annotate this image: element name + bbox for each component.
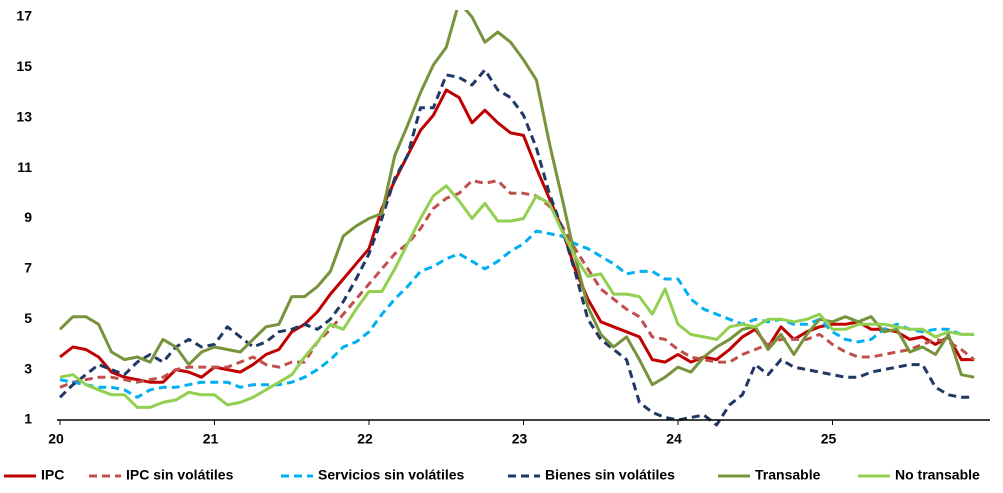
legend-label: Servicios sin volátiles — [318, 467, 465, 483]
legend-label: No transable — [895, 467, 980, 483]
series-line — [58, 68, 975, 427]
x-tick-label: 23 — [512, 431, 528, 447]
series-line — [59, 184, 975, 409]
series-line — [59, 229, 975, 399]
legend-label: Bienes sin volátiles — [545, 467, 675, 483]
y-tick-label: 3 — [24, 360, 32, 376]
x-tick-label: 25 — [821, 431, 837, 447]
y-tick-label: 7 — [24, 260, 32, 276]
series-line — [59, 88, 975, 384]
x-tick-label: 21 — [203, 431, 219, 447]
y-tick-label: 13 — [16, 108, 32, 124]
y-tick-label: 9 — [24, 209, 32, 225]
legend-label: IPC sin volátiles — [126, 467, 234, 483]
series-line — [59, 179, 976, 389]
legend-label: IPC — [41, 467, 64, 483]
y-tick-label: 5 — [24, 310, 32, 326]
series-line — [58, 10, 975, 387]
y-tick-label: 15 — [16, 58, 32, 74]
y-tick-label: 17 — [16, 8, 32, 24]
legend-label: Transable — [755, 467, 821, 483]
x-tick-label: 22 — [357, 431, 373, 447]
plot-area — [58, 10, 976, 427]
y-tick-label: 1 — [24, 411, 32, 427]
x-tick-label: 20 — [48, 431, 64, 447]
y-tick-label: 11 — [17, 159, 32, 175]
x-tick-label: 24 — [666, 431, 682, 447]
